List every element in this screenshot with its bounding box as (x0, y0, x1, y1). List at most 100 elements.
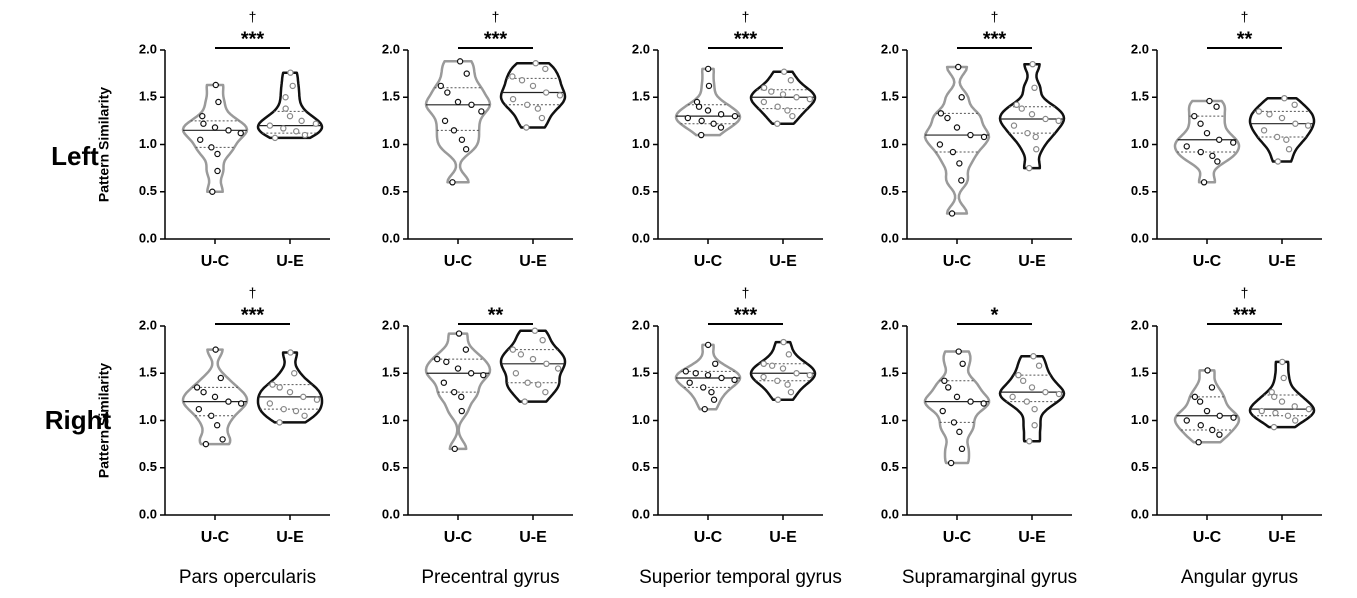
x-tick-label: U-C (444, 253, 473, 270)
data-point (209, 188, 216, 195)
data-point (443, 358, 450, 366)
data-point (944, 114, 951, 122)
data-point (454, 365, 462, 372)
significance-stars: ** (488, 304, 504, 326)
violin (181, 348, 249, 446)
y-tick-label: 0.5 (881, 459, 899, 474)
data-point (1208, 384, 1216, 391)
data-point (708, 388, 715, 396)
data-point (945, 384, 952, 391)
data-point (956, 428, 963, 436)
y-tick-label: 1.5 (632, 89, 650, 104)
significance-stars: *** (983, 28, 1007, 50)
violin (499, 61, 567, 129)
data-point (213, 422, 221, 429)
x-tick-label: U-C (444, 529, 473, 546)
data-point (1031, 422, 1038, 429)
row-label: Right (45, 405, 112, 435)
data-point (202, 440, 210, 448)
data-point (1266, 111, 1273, 118)
data-point (780, 338, 787, 346)
data-point (531, 327, 539, 334)
data-point (717, 111, 725, 118)
data-point (456, 58, 464, 65)
data-point (1025, 164, 1033, 172)
data-point (1258, 407, 1265, 415)
data-point (219, 436, 226, 443)
data-point (686, 379, 693, 386)
y-tick-label: 0.5 (139, 459, 157, 474)
data-point (1015, 371, 1022, 379)
significance-marker: † (1241, 9, 1249, 25)
data-point (1030, 353, 1037, 360)
x-tick-label: U-E (519, 253, 547, 270)
y-tick-label: 0.5 (139, 183, 157, 198)
data-point (1204, 367, 1211, 374)
data-point (480, 371, 487, 379)
data-point (1279, 358, 1286, 366)
data-point (806, 95, 814, 103)
data-point (1305, 405, 1313, 413)
data-point (266, 400, 274, 407)
data-point (214, 150, 221, 158)
data-point (704, 341, 712, 349)
data-point (269, 381, 276, 388)
significance-stars: ** (1237, 28, 1253, 50)
y-tick-label: 0.0 (139, 506, 157, 521)
x-tick-label: U-E (769, 253, 797, 270)
data-point (1292, 417, 1299, 424)
data-point (692, 370, 699, 377)
data-point (1284, 412, 1292, 419)
data-point (698, 117, 705, 125)
violin (998, 354, 1066, 443)
y-tick-label: 1.0 (632, 136, 650, 151)
y-tick-label: 1.0 (139, 136, 157, 151)
data-point (1029, 60, 1036, 68)
y-tick-label: 1.5 (881, 89, 899, 104)
data-point (529, 82, 537, 90)
y-tick-label: 0.5 (1131, 459, 1149, 474)
data-point (542, 388, 549, 396)
y-tick-label: 2.0 (1131, 317, 1149, 332)
data-point (517, 351, 525, 358)
data-point (462, 146, 470, 153)
y-tick-label: 0.0 (632, 506, 650, 521)
data-point (700, 384, 707, 391)
y-tick-label: 2.0 (881, 317, 899, 332)
x-tick-label: U-C (694, 253, 723, 270)
data-point (1197, 148, 1204, 156)
data-point (793, 94, 800, 101)
x-tick-label: U-E (276, 253, 304, 270)
data-point (958, 94, 965, 101)
data-point (1255, 108, 1263, 115)
data-point (1273, 133, 1281, 141)
y-tick-label: 0.0 (1131, 506, 1149, 521)
data-point (760, 360, 767, 367)
data-point (1183, 143, 1190, 150)
x-axis-label: Angular gyrus (1181, 567, 1298, 588)
y-tick-label: 0.0 (382, 230, 400, 245)
x-tick-label: U-C (201, 529, 230, 546)
y-tick-label: 2.0 (632, 317, 650, 332)
data-point (698, 131, 705, 139)
data-point (266, 122, 274, 129)
data-point (793, 370, 800, 377)
significance-stars: *** (241, 304, 265, 326)
data-point (1196, 398, 1204, 405)
x-tick-label: U-E (1018, 253, 1046, 270)
data-point (1291, 101, 1298, 109)
data-point (208, 144, 215, 151)
data-point (195, 405, 203, 413)
data-point (437, 82, 444, 90)
data-point (1031, 84, 1038, 92)
significance-stars: *** (734, 28, 758, 50)
data-point (1203, 129, 1211, 137)
data-point (1033, 146, 1040, 153)
x-axis-label: Supramarginal gyrus (902, 567, 1077, 588)
data-point (710, 120, 717, 127)
y-tick-label: 0.0 (1131, 230, 1149, 245)
data-point (458, 407, 465, 415)
significance-marker: † (742, 9, 750, 25)
data-point (225, 127, 232, 134)
